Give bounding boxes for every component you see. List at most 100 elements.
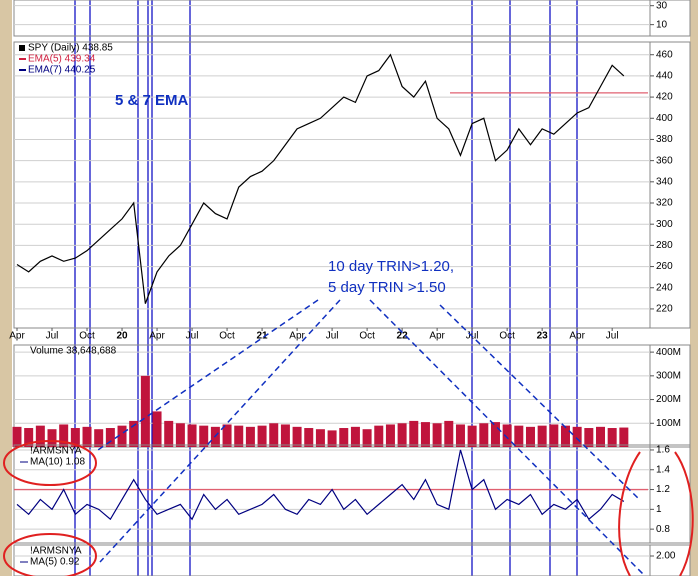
legend-label: EMA(5) 439.34 xyxy=(28,54,96,65)
bar xyxy=(234,425,244,447)
arrows xyxy=(94,299,646,576)
x-tick-label: Jul xyxy=(186,331,199,342)
y-tick-label: 440 xyxy=(656,71,673,82)
bar xyxy=(374,425,384,447)
annotation: 5 day TRIN >1.50 xyxy=(328,279,446,296)
x-tick-label: Oct xyxy=(79,331,95,342)
x-tick-label: Jul xyxy=(46,331,59,342)
y-tick-label: 2.00 xyxy=(656,551,676,562)
y-tick-label: 340 xyxy=(656,176,673,187)
legend-label: SPY (Daily) 438.85 xyxy=(28,43,113,54)
bar xyxy=(385,424,395,447)
bar xyxy=(479,423,489,447)
bar xyxy=(596,426,605,447)
bar xyxy=(339,428,349,447)
x-tick-label: Apr xyxy=(569,331,585,342)
bar xyxy=(420,422,430,447)
x-tick-label: Apr xyxy=(9,331,25,342)
x-tick-label: Apr xyxy=(149,331,165,342)
y-tick-label: 240 xyxy=(656,282,673,293)
annotation: 5 & 7 EMA xyxy=(115,92,189,109)
bar xyxy=(607,428,617,447)
bar xyxy=(24,428,34,447)
bar xyxy=(257,425,267,447)
bar xyxy=(502,424,512,447)
x-tick-label: 21 xyxy=(257,331,269,342)
y-tick-label: 420 xyxy=(656,92,673,103)
y-tick-label: 10 xyxy=(656,19,668,30)
bar xyxy=(199,425,209,447)
y-tick-label: 300 xyxy=(656,219,673,230)
bar xyxy=(269,423,279,447)
bar xyxy=(409,420,419,447)
panel-title: Volume 38,648,688 xyxy=(30,346,117,357)
bar xyxy=(12,426,22,447)
bar xyxy=(280,424,290,447)
bar xyxy=(70,428,80,447)
bar xyxy=(35,425,45,447)
bar xyxy=(47,429,57,447)
bar xyxy=(537,425,547,447)
bar xyxy=(152,411,162,447)
bar xyxy=(59,424,69,447)
bar xyxy=(94,429,104,447)
y-tick-label: 260 xyxy=(656,261,673,272)
panel-border xyxy=(13,0,691,37)
x-tick-label: 20 xyxy=(116,331,128,342)
x-tick-label: 23 xyxy=(537,331,549,342)
x-tick-label: Apr xyxy=(429,331,445,342)
bar xyxy=(140,375,150,447)
bar xyxy=(560,425,570,447)
bar xyxy=(187,424,197,447)
bar xyxy=(304,428,314,447)
bar xyxy=(245,426,255,447)
panel-subtitle: MA(10) 1.08 xyxy=(30,457,85,468)
x-tick-label: Jul xyxy=(326,331,339,342)
legend-label: EMA(7) 440.25 xyxy=(28,65,96,76)
y-tick-label: 460 xyxy=(656,49,673,60)
highlights xyxy=(3,440,694,576)
y-tick-label: 1.2 xyxy=(656,484,670,495)
bar xyxy=(222,424,232,447)
y-tick-label: 400 xyxy=(656,113,673,124)
annotation: 10 day TRIN>1.20, xyxy=(328,258,454,275)
bar xyxy=(292,426,302,447)
bar xyxy=(467,425,477,447)
y-tick-label: 1.4 xyxy=(656,464,670,475)
y-tick-label: 200M xyxy=(656,394,681,405)
y-tick-label: 0.8 xyxy=(656,524,670,535)
y-tick-label: 1.6 xyxy=(656,445,670,456)
y-tick-label: 1 xyxy=(656,504,662,515)
panel-title: !ARMSNYA xyxy=(30,546,82,557)
y-tick-label: 220 xyxy=(656,304,673,315)
panel-title: !ARMSNYA xyxy=(30,446,82,457)
y-tick-label: 280 xyxy=(656,240,673,251)
line xyxy=(16,53,625,304)
panel-border xyxy=(13,544,691,576)
panel-border xyxy=(13,41,691,329)
bar xyxy=(105,428,115,447)
x-tick-label: Oct xyxy=(219,331,235,342)
x-tick-label: Jul xyxy=(606,331,619,342)
x-tick-label: 22 xyxy=(397,331,409,342)
bar xyxy=(129,420,139,447)
bar xyxy=(619,427,629,447)
x-tick-label: Oct xyxy=(499,331,515,342)
bar xyxy=(350,426,360,447)
x-tick-label: Apr xyxy=(289,331,305,342)
y-tick-label: 100M xyxy=(656,418,681,429)
line xyxy=(16,449,625,521)
bar xyxy=(175,423,185,447)
bar xyxy=(584,428,594,447)
bar xyxy=(444,420,454,447)
legend-swatch xyxy=(19,45,25,51)
bar xyxy=(490,422,500,447)
bar xyxy=(82,426,92,447)
x-tick-label: Oct xyxy=(359,331,375,342)
y-tick-label: 30 xyxy=(656,0,668,11)
bar xyxy=(117,425,127,447)
y-tick-label: 320 xyxy=(656,198,673,209)
bar xyxy=(397,423,407,447)
bar xyxy=(549,424,559,447)
